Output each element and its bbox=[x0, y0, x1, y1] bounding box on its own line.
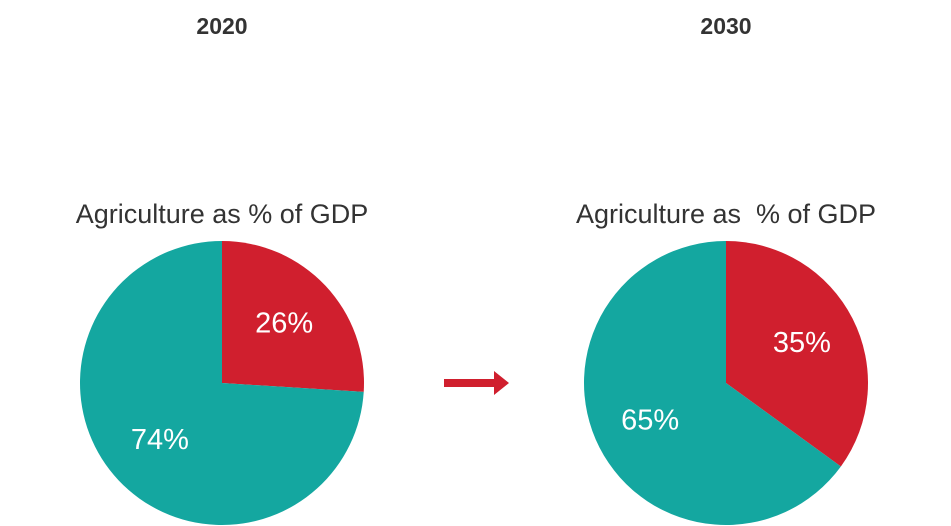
chart-title: 2020 bbox=[196, 13, 247, 39]
pie-slice bbox=[222, 241, 364, 392]
chart-title: 2030 bbox=[700, 13, 751, 39]
pie-slice bbox=[80, 241, 364, 525]
pie-slice bbox=[584, 241, 841, 525]
value-label: 35% bbox=[773, 327, 831, 359]
pie-slice bbox=[726, 241, 868, 467]
chart-subtitle: Agriculture as % of GDP bbox=[76, 199, 369, 229]
arrow bbox=[444, 371, 509, 395]
value-label: 65% bbox=[621, 404, 679, 436]
value-label: 74% bbox=[131, 424, 189, 456]
chart-subtitle: Agriculture as % of GDP bbox=[576, 199, 876, 229]
value-label: 26% bbox=[255, 307, 313, 339]
